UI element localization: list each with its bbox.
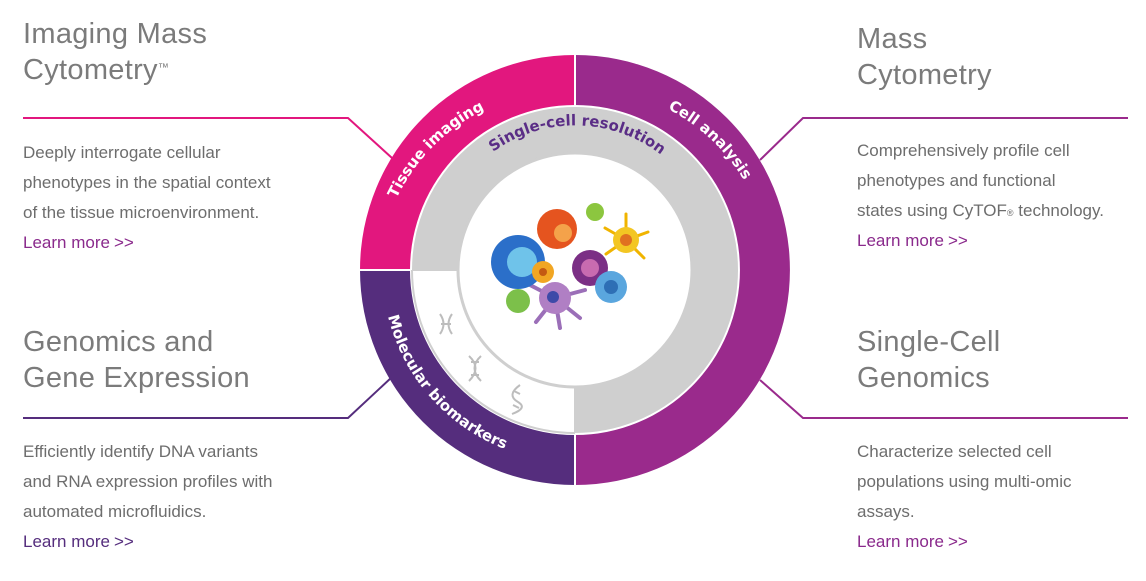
panel-title: Mass Cytometry (857, 23, 992, 91)
connector-imaging (23, 117, 393, 159)
learn-more-link-single-cell[interactable]: Learn more >> (857, 532, 968, 551)
learn-more-link-mass[interactable]: Learn more >> (857, 231, 968, 250)
ring-segment-tissue-imaging (360, 55, 575, 270)
panel-title: Genomics and Gene Expression (23, 326, 250, 394)
rna-strand-icon (511, 384, 523, 415)
inner-ring-biomarker-segment (412, 270, 575, 433)
learn-more-link-genomics[interactable]: Learn more >> (23, 532, 134, 551)
panel-title: Imaging Mass Cytometry™ (23, 18, 208, 86)
ring-segment-cell-analysis (575, 55, 790, 485)
panel-single-cell-genomics: Single-Cell Genomics Characterize select… (857, 324, 1137, 557)
panel-description: Comprehensively profile cell phenotypes … (857, 141, 1104, 220)
learn-more-link-imaging[interactable]: Learn more >> (23, 233, 134, 252)
panel-description: Characterize selected cell populations u… (857, 442, 1072, 521)
connector-mass (759, 117, 1128, 161)
panel-description: Efficiently identify DNA variants and RN… (23, 442, 273, 521)
panel-description: Deeply interrogate cellular phenotypes i… (23, 143, 271, 222)
panel-genomics-gene-expression: Genomics and Gene Expression Efficiently… (23, 324, 343, 557)
ring-segment-molecular-biomarkers (360, 270, 575, 485)
dna-helix-icon (468, 355, 482, 382)
connector-single-cell (759, 379, 1128, 419)
chromosome-icon (439, 313, 453, 335)
panel-imaging-mass-cytometry: Imaging Mass Cytometry™ Deeply interroga… (23, 16, 343, 258)
panel-mass-cytometry: Mass Cytometry Comprehensively profile c… (857, 21, 1137, 256)
panel-title: Single-Cell Genomics (857, 326, 1001, 394)
connector-genomics (23, 376, 393, 419)
cells-illustration-icon (491, 203, 650, 330)
